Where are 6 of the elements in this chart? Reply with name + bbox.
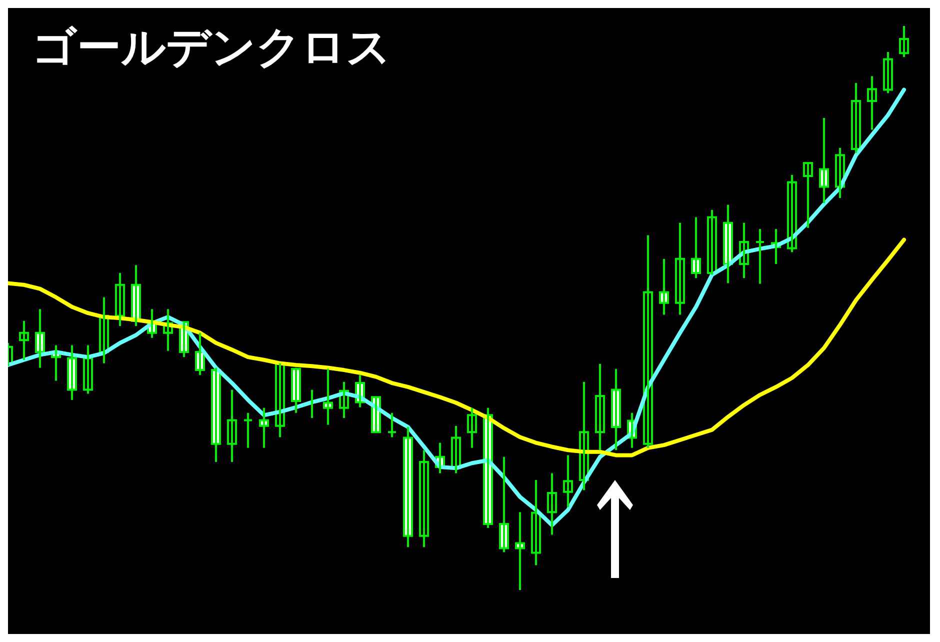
candlestick: [755, 228, 765, 285]
candlestick: [371, 396, 381, 434]
candlestick: [515, 511, 525, 591]
candlestick: [387, 412, 397, 438]
candlestick: [243, 412, 253, 449]
chart-title: ゴールデンクロス: [32, 22, 391, 73]
